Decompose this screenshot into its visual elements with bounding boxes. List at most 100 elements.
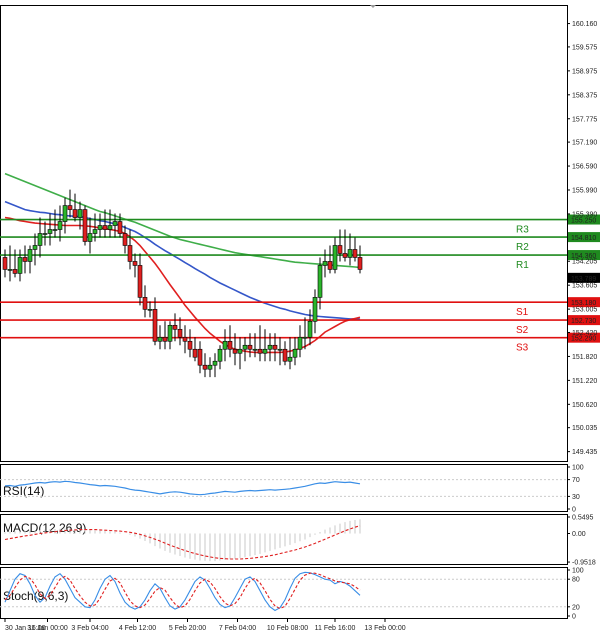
macd-panel-frame xyxy=(0,514,568,565)
level-price-text: 153.180 xyxy=(571,300,596,307)
indicator-tick-label: 0.00 xyxy=(572,531,586,538)
time-tick-label: 10 Feb 08:00 xyxy=(267,625,308,632)
candle-body xyxy=(207,364,213,370)
level-price-box xyxy=(568,315,600,326)
candle-body xyxy=(17,257,23,274)
candle-body xyxy=(182,336,188,342)
candle-body xyxy=(317,265,323,298)
candle-body xyxy=(247,344,253,350)
candle-body xyxy=(282,348,288,362)
candle-body xyxy=(157,336,163,342)
level-price-text: 154.810 xyxy=(571,235,596,242)
price-tick-label: 149.435 xyxy=(572,449,597,456)
candle-body xyxy=(27,249,33,262)
candle-body xyxy=(277,348,283,351)
candle-body xyxy=(2,257,8,270)
price-tick-label: 150.035 xyxy=(572,425,597,432)
level-label: S3 xyxy=(516,343,529,354)
candle-body xyxy=(12,269,18,274)
level-price-box xyxy=(568,297,600,308)
price-tick-label: 158.375 xyxy=(572,92,597,99)
price-tick-label: 155.390 xyxy=(572,211,597,218)
stoch-panel-frame xyxy=(0,567,568,619)
time-tick-label: 11 Feb 16:00 xyxy=(315,625,356,632)
rsi-line xyxy=(4,480,361,496)
candle-body xyxy=(82,209,88,242)
candle-body xyxy=(102,225,108,230)
candle-body xyxy=(332,245,338,270)
indicator-tick-label: -0.9518 xyxy=(572,560,596,567)
level-price-box xyxy=(568,332,600,343)
level-price-box xyxy=(568,250,600,261)
candle-body xyxy=(22,257,28,262)
candle-body xyxy=(232,348,238,354)
candle-body xyxy=(337,245,343,254)
candle-body xyxy=(177,328,183,338)
level-label: R1 xyxy=(516,260,529,271)
indicator-label: MACD(12,26,9) xyxy=(3,521,86,535)
stoch-k-line xyxy=(4,571,361,612)
candle-body xyxy=(342,253,348,258)
candle-body xyxy=(92,229,98,234)
last-price-label: 153.789 xyxy=(571,276,596,283)
candle-body xyxy=(197,348,203,366)
candle-body xyxy=(32,245,38,250)
candle-body xyxy=(152,309,158,342)
candle-body xyxy=(127,245,133,262)
candle-body xyxy=(57,221,63,230)
candle-body xyxy=(42,233,48,235)
candle-body xyxy=(7,269,13,271)
level-price-text: 152.290 xyxy=(571,336,596,343)
candle-body xyxy=(172,324,178,330)
indicator-tick-label: 0.5495 xyxy=(572,515,594,522)
candle-body xyxy=(252,348,258,351)
candle-body xyxy=(227,340,233,350)
candle-body xyxy=(287,356,293,362)
candle-body xyxy=(47,229,53,234)
candle-body xyxy=(262,348,268,354)
candle-body xyxy=(302,336,308,339)
indicator-tick-label: 100 xyxy=(572,568,584,575)
macd-signal-line xyxy=(4,525,361,560)
candle-body xyxy=(322,261,328,266)
candle-body xyxy=(357,257,363,270)
time-tick-label: 4 Feb 12:00 xyxy=(119,625,156,632)
candle-body xyxy=(107,225,113,230)
price-tick-label: 154.205 xyxy=(572,259,597,266)
candle-body xyxy=(122,233,128,246)
candle-body xyxy=(62,205,68,222)
indicator-tick-label: 0 xyxy=(572,507,576,514)
candle-body xyxy=(272,344,278,350)
time-tick-label: 13 Feb 00:00 xyxy=(364,625,405,632)
time-tick-label: 5 Feb 20:00 xyxy=(169,625,206,632)
candle-body xyxy=(37,233,43,246)
price-tick-label: 156.590 xyxy=(572,164,597,171)
indicator-tick-label: 0 xyxy=(572,614,576,621)
price-tick-label: 157.775 xyxy=(572,116,597,123)
level-price-text: 155.250 xyxy=(571,218,596,225)
time-tick-label: 7 Feb 04:00 xyxy=(219,625,256,632)
candle-body xyxy=(72,209,78,218)
price-tick-label: 153.605 xyxy=(572,283,597,290)
level-price-text: 154.360 xyxy=(571,253,596,260)
candle-body xyxy=(237,348,243,354)
candle-body xyxy=(87,233,93,242)
last-price-box xyxy=(568,272,600,283)
indicator-panels: RSI(14) 100 70 30 0 MACD(12,26,9) 0.5495 0.00 -0… xyxy=(0,465,596,621)
candle-body xyxy=(242,344,248,350)
scroll-marker-icon[interactable] xyxy=(370,5,376,8)
level-price-text: 152.730 xyxy=(571,318,596,325)
level-label: S1 xyxy=(516,307,529,318)
candle-body xyxy=(307,321,313,338)
level-label: S2 xyxy=(516,325,529,336)
ma-line xyxy=(4,172,361,269)
price-tick-label: 153.005 xyxy=(572,307,597,314)
candle-body xyxy=(222,340,228,350)
price-tick-label: 151.220 xyxy=(572,378,597,385)
candle-body xyxy=(162,336,168,342)
price-tick-label: 151.820 xyxy=(572,354,597,361)
indicator-tick-label: 80 xyxy=(572,577,580,584)
candle-body xyxy=(77,209,83,218)
price-axis: 160.160 159.575 158.975 158.375 157.775 157.1… xyxy=(567,21,600,456)
